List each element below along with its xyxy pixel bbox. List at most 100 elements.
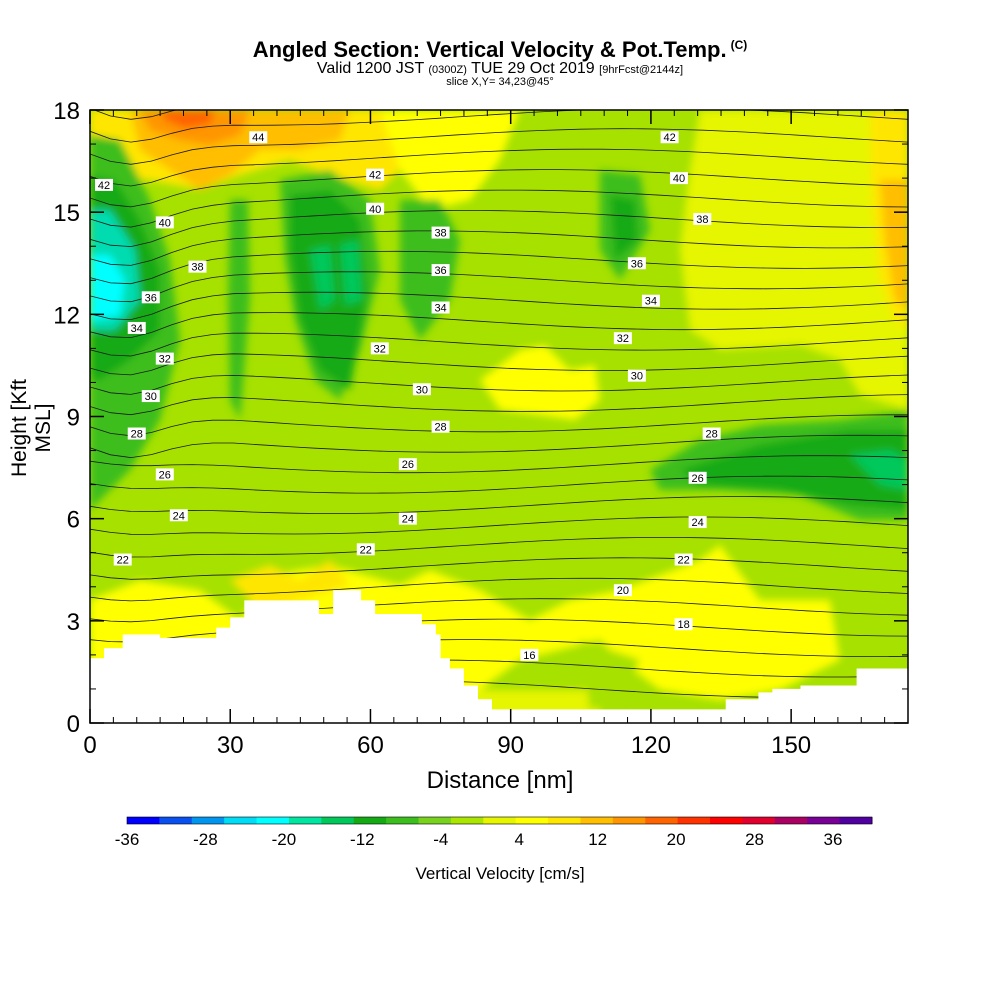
colorbar-label: Vertical Velocity [cm/s] <box>415 864 585 883</box>
colorbar-swatch <box>774 817 808 824</box>
isentrope-label-text: 26 <box>692 473 704 485</box>
isentrope-line <box>90 332 908 357</box>
colorbar-swatch <box>742 817 776 824</box>
isentrope-label-text: 24 <box>692 517 704 529</box>
isentrope-label: 28 <box>702 427 721 441</box>
isentrope-label: 26 <box>398 458 417 471</box>
isentrope-label-text: 36 <box>145 292 157 304</box>
isentrope-line <box>90 271 908 303</box>
chart-subtitle: Valid 1200 JST (0300Z) TUE 29 Oct 2019 [… <box>0 60 1000 78</box>
isentrope-label-text: 22 <box>360 544 372 556</box>
colorbar-swatch <box>386 817 420 824</box>
isentrope-line <box>90 230 908 266</box>
isentrope-line <box>90 475 908 494</box>
isentrope-label-text: 18 <box>678 619 690 631</box>
isentrope-label-text: 24 <box>173 510 185 522</box>
colorbar-swatch <box>288 817 322 824</box>
isentrope-label-text: 34 <box>434 303 446 315</box>
isentrope-label: 26 <box>155 468 174 481</box>
colorbar-swatch <box>612 817 646 824</box>
x-axis-label: Distance [nm] <box>426 767 574 794</box>
colorbar-swatch <box>321 817 355 824</box>
colorbar-tick-label: 20 <box>667 830 686 849</box>
isentrope-label-text: 30 <box>416 384 428 396</box>
isentrope-label-text: 42 <box>98 180 110 192</box>
isentrope-line <box>90 148 908 187</box>
chart-title-tag: (C) <box>730 37 748 52</box>
isentrope-line <box>90 414 908 437</box>
isentrope-line <box>90 455 908 474</box>
isentrope-label: 44 <box>249 131 268 144</box>
terrain-mask <box>90 590 908 723</box>
colorbar-tick-label: -4 <box>433 830 448 849</box>
isentrope-label-text: 30 <box>145 391 157 403</box>
x-tick-label: 30 <box>217 732 244 759</box>
isentrope-label-text: 26 <box>402 459 414 471</box>
y-tick-label: 15 <box>53 200 80 227</box>
isentrope-label-text: 40 <box>369 204 381 216</box>
isentrope-line <box>90 374 908 395</box>
isentrope-label: 30 <box>412 383 431 396</box>
chart-title: Angled Section: Vertical Velocity & Pot.… <box>0 37 1000 63</box>
isentrope-label: 30 <box>627 369 646 383</box>
isentrope-label-text: 38 <box>191 262 203 274</box>
colorbar-swatch <box>353 817 387 824</box>
isentrope-label-text: 28 <box>706 429 718 441</box>
colorbar-tick-label: 4 <box>514 830 523 849</box>
colorbar-swatch <box>645 817 679 824</box>
isentrope-label: 34 <box>431 301 450 315</box>
isentrope-line <box>90 536 908 558</box>
isentrope-label: 24 <box>398 512 417 526</box>
isentrope-label: 32 <box>155 352 174 366</box>
isentrope-label: 22 <box>356 543 375 556</box>
subtitle-utc: (0300Z) <box>428 64 467 76</box>
isentrope-label-text: 38 <box>434 228 446 240</box>
x-tick-label: 150 <box>771 732 811 759</box>
isentrope-line <box>90 516 908 535</box>
isentrope-label: 40 <box>366 202 385 216</box>
isentrope-label-text: 32 <box>159 354 171 366</box>
y-tick-label: 3 <box>67 609 80 636</box>
isentrope-line <box>90 394 908 416</box>
x-tick-label: 120 <box>631 732 671 759</box>
isentrope-label-text: 22 <box>117 555 129 567</box>
isentrope-label: 26 <box>688 471 707 485</box>
colorbar-swatch <box>515 817 549 824</box>
colorbar-swatch <box>224 817 258 824</box>
colorbar-swatch <box>191 817 225 824</box>
slice-info: slice X,Y= 34,23@45° <box>446 76 554 88</box>
isentrope-line <box>90 434 908 459</box>
isentrope-line <box>90 128 908 165</box>
isentrope-label-text: 32 <box>374 343 386 355</box>
isentrope-label-text: 44 <box>252 132 264 144</box>
colorbar-swatch <box>580 817 614 824</box>
isentrope-line <box>90 577 908 602</box>
isentrope-line <box>90 496 908 515</box>
isentrope-label-text: 28 <box>131 429 143 441</box>
isentrope-label: 34 <box>641 294 660 308</box>
isentrope-label: 30 <box>141 390 160 403</box>
isentrope-label-text: 30 <box>631 371 643 383</box>
isentrope-label: 36 <box>141 291 160 304</box>
subtitle-valid: Valid 1200 JST <box>316 60 424 77</box>
isentrope-label-text: 24 <box>402 514 414 526</box>
y-tick-label: 6 <box>67 507 80 534</box>
isentrope-label-text: 20 <box>617 585 629 597</box>
y-tick-label: 12 <box>53 302 80 329</box>
isentrope-line <box>90 210 908 248</box>
isentrope-line <box>90 557 908 580</box>
isentrope-label: 22 <box>674 553 693 567</box>
isentrope-label: 28 <box>431 420 450 434</box>
chart-title-text: Angled Section: Vertical Velocity & Pot.… <box>252 37 727 62</box>
isentrope-label: 38 <box>431 226 450 240</box>
isentrope-label: 38 <box>188 260 207 274</box>
colorbar-swatch <box>256 817 290 824</box>
isentrope-label-text: 28 <box>434 422 446 434</box>
isentrope-line <box>90 312 908 339</box>
isentrope-labels: 44 42 42 42 40 40 40 38 38 38 36 36 36 34 34 34 32 32 32 30… <box>95 131 721 662</box>
isentrope-label-text: 34 <box>131 323 143 335</box>
colorbar-tick-label: -28 <box>193 830 218 849</box>
isentrope-label: 32 <box>370 342 389 355</box>
isentrope-label-text: 42 <box>369 170 381 182</box>
